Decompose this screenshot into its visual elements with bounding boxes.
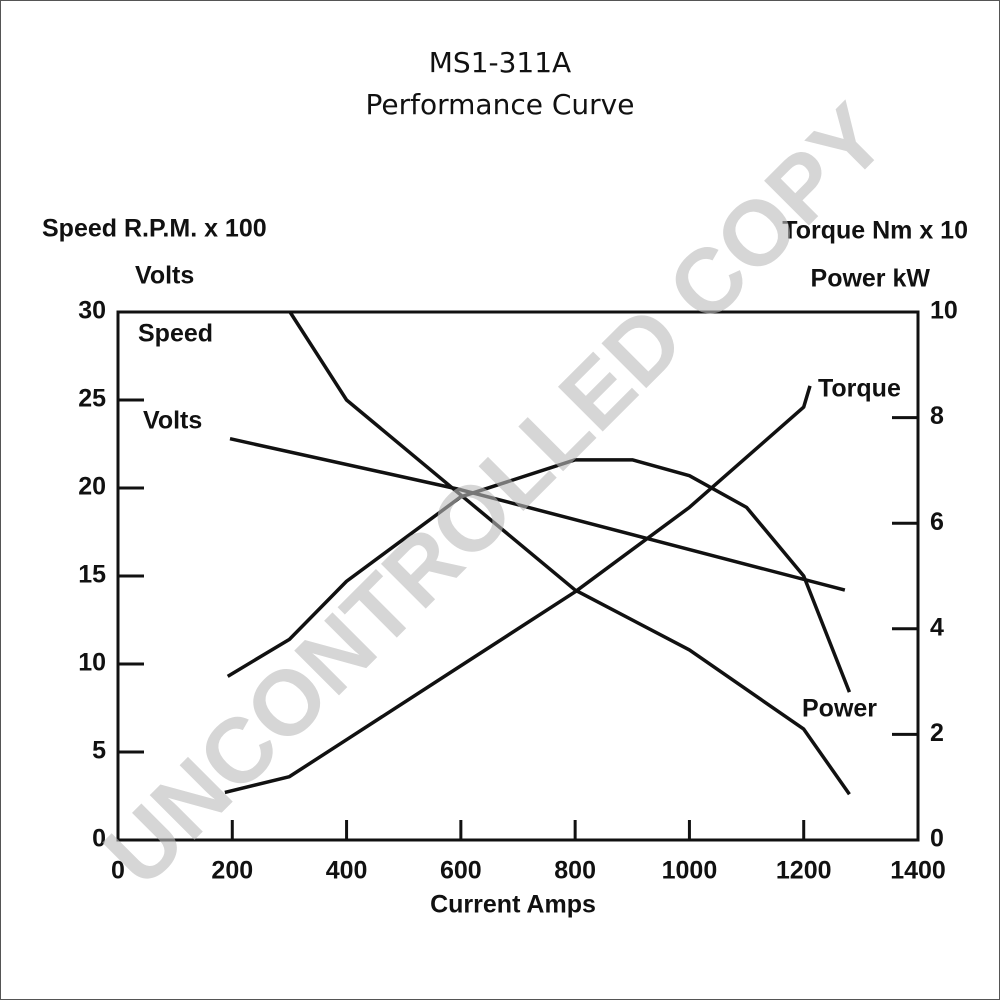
x-tick-label: 200 [211, 857, 253, 885]
y-tick-label: 15 [78, 561, 106, 589]
chart-title: MS1-311A [429, 46, 571, 79]
x-tick-label: 600 [440, 857, 482, 885]
chart-subtitle: Performance Curve [366, 88, 635, 121]
x-axis-label: Current Amps [430, 891, 596, 919]
series-label: Speed [138, 320, 213, 348]
y-tick-label: 10 [78, 649, 106, 677]
y-tick-label: 30 [78, 297, 106, 325]
x-tick-label: 800 [554, 857, 596, 885]
series-line [226, 458, 852, 693]
y2-axis-label: Torque Nm x 10 [782, 217, 968, 245]
y-axis-label: Volts [135, 262, 194, 290]
series-line [229, 437, 846, 592]
series-line [224, 385, 812, 795]
series-label: Power [802, 695, 877, 723]
y-tick-label: 20 [78, 473, 106, 501]
y2-tick-label: 10 [930, 297, 958, 325]
y-axis-label: Speed R.P.M. x 100 [42, 215, 267, 243]
y-tick-label: 5 [92, 737, 106, 765]
y2-tick-label: 2 [930, 719, 944, 747]
y-tick-label: 0 [92, 825, 106, 853]
y2-tick-label: 8 [930, 402, 944, 430]
series-label: Torque [818, 375, 901, 403]
series-label: Volts [143, 407, 202, 435]
y-tick-label: 25 [78, 385, 106, 413]
x-tick-label: 1200 [776, 857, 832, 885]
x-tick-label: 400 [326, 857, 368, 885]
x-tick-label: 1400 [890, 857, 946, 885]
y2-tick-label: 6 [930, 508, 944, 536]
y2-axis-label: Power kW [811, 265, 931, 293]
y2-tick-label: 0 [930, 825, 944, 853]
y2-tick-label: 4 [930, 613, 944, 641]
x-tick-label: 0 [111, 857, 125, 885]
x-tick-label: 1000 [662, 857, 718, 885]
